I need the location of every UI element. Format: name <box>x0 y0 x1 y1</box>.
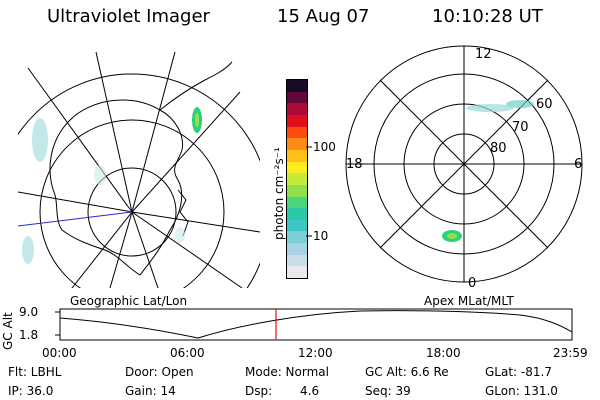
geo-meridian <box>131 211 159 288</box>
coastline <box>49 99 184 276</box>
instrument-title: Ultraviolet Imager <box>47 6 210 27</box>
colorbar-step <box>287 138 307 150</box>
status-gc-alt: GC Alt: 6.6 Re <box>365 365 449 379</box>
status-glat: GLat: -81.7 <box>485 365 552 379</box>
status-glon: GLon: 131.0 <box>485 384 558 398</box>
mlat-label-70: 70 <box>512 120 529 135</box>
alt-ytick-low: 1.8 <box>19 328 39 342</box>
geo-meridian <box>109 211 133 288</box>
geo-meridian <box>95 52 133 213</box>
colorbar-step <box>287 243 307 255</box>
geo-panel-caption: Geographic Lat/Lon <box>70 294 188 308</box>
mag-auroral-emission <box>442 100 534 242</box>
mlt-label-12: 12 <box>475 47 492 62</box>
island-coast <box>177 189 189 237</box>
status-filter: Flt: LBHL <box>8 365 62 379</box>
altitude-curve <box>59 310 573 339</box>
colorbar-step <box>287 149 307 162</box>
colorbar-step <box>287 184 307 197</box>
colorbar-step <box>287 254 307 267</box>
geo-meridian <box>131 211 260 233</box>
geo-meridian <box>131 52 176 213</box>
date-label: 15 Aug 07 <box>277 6 370 27</box>
colorbar-step <box>287 266 307 278</box>
colorbar-tick-10: 10 <box>313 229 329 243</box>
geo-meridian <box>18 191 133 213</box>
alt-plot-frame <box>59 308 573 341</box>
alt-xtick-0600: 06:00 <box>170 346 205 360</box>
time-label: 10:10:28 UT <box>432 6 543 27</box>
geo-noon-meridian <box>18 211 133 227</box>
mag-panel-caption: Apex MLat/MLT <box>424 294 514 308</box>
status-door: Door: Open <box>125 365 194 379</box>
geo-meridian <box>71 211 133 288</box>
colorbar-step <box>287 161 307 174</box>
colorbar-step <box>287 126 307 139</box>
geo-meridian <box>131 91 241 213</box>
status-gain: Gain: 14 <box>125 384 176 398</box>
colorbar-step <box>287 91 307 104</box>
mlt-label-6: 6 <box>574 157 583 172</box>
geo-lat-circle <box>39 119 225 288</box>
status-dsp-label: Dsp: <box>245 384 273 398</box>
colorbar-step <box>287 208 307 220</box>
mlt-label-0: 0 <box>468 276 477 291</box>
status-seq: Seq: 39 <box>365 384 411 398</box>
colorbar-step <box>287 115 307 127</box>
colorbar-step <box>287 219 307 232</box>
colorbar <box>286 79 308 279</box>
geo-lat-circle <box>87 167 177 257</box>
alt-xtick-1800: 18:00 <box>426 346 461 360</box>
alt-xtick-0000: 00:00 <box>42 346 77 360</box>
colorbar-step <box>287 80 307 92</box>
geo-lat-circle <box>18 73 260 288</box>
colorbar-step <box>287 173 307 185</box>
mlat-label-60: 60 <box>536 97 553 112</box>
colorbar-step <box>287 103 307 116</box>
mlat-label-80: 80 <box>490 141 507 156</box>
geo-meridian <box>27 67 133 213</box>
geo-meridian <box>131 211 243 288</box>
mlt-label-18: 18 <box>346 157 363 172</box>
alt-ytick-high: 9.0 <box>19 305 39 319</box>
colorbar-tick-100: 100 <box>313 140 336 154</box>
status-ip: IP: 36.0 <box>8 384 54 398</box>
status-mode: Mode: Normal <box>245 365 329 379</box>
status-dsp-value: 4.6 <box>300 384 320 398</box>
colorbar-step <box>287 196 307 209</box>
alt-xtick-2359: 23:59 <box>553 346 588 360</box>
colorbar-step <box>287 231 307 244</box>
peninsula-coast <box>159 61 233 111</box>
alt-xtick-1200: 12:00 <box>298 346 333 360</box>
geo-auroral-emission <box>22 107 202 264</box>
